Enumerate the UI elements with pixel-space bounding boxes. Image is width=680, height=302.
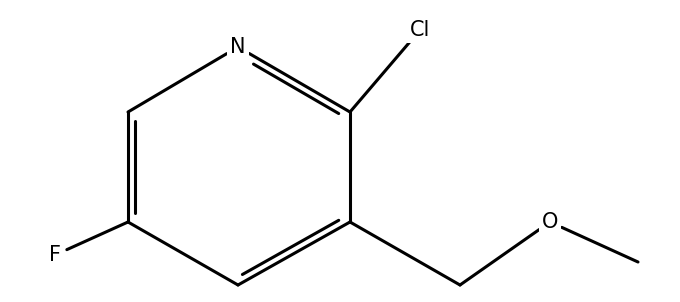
Text: O: O	[542, 212, 558, 232]
Text: F: F	[49, 245, 61, 265]
Text: N: N	[231, 37, 245, 57]
Text: Cl: Cl	[410, 20, 430, 40]
